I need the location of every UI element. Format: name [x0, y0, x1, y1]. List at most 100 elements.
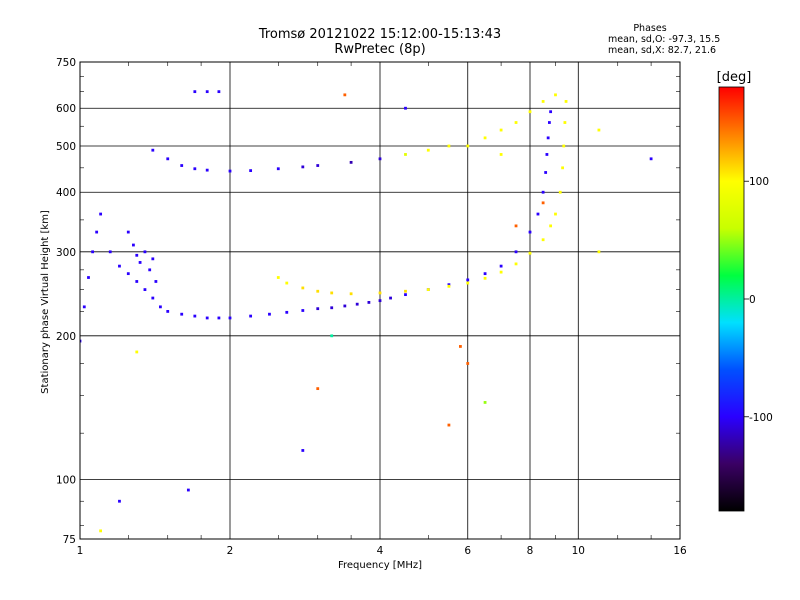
data-point	[499, 270, 503, 274]
data-points	[80, 90, 653, 533]
data-point	[135, 253, 139, 257]
data-point	[499, 128, 503, 132]
x-tick-label: 16	[673, 545, 687, 557]
data-point	[483, 401, 487, 404]
data-point	[87, 276, 90, 279]
y-tick-label: 75	[63, 534, 76, 546]
data-point	[268, 312, 271, 316]
y-tick-labels: 75 100 200 300 400 500 600 750	[56, 57, 76, 546]
data-point	[459, 345, 462, 348]
data-point	[349, 160, 353, 164]
data-point	[561, 166, 564, 170]
data-point	[483, 136, 487, 140]
data-point	[301, 286, 305, 290]
x-tick-label: 2	[227, 545, 234, 557]
data-point	[343, 304, 347, 308]
x-tick-label: 10	[572, 545, 585, 557]
data-point	[80, 339, 82, 343]
data-point	[528, 230, 532, 234]
data-point	[466, 278, 470, 282]
data-point	[301, 165, 305, 169]
data-point	[99, 212, 103, 216]
data-point	[135, 350, 139, 354]
data-point	[558, 190, 562, 194]
data-point	[541, 238, 545, 242]
chart-title: Tromsø 20121022 15:12:00-15:13:43	[258, 27, 501, 42]
data-point	[193, 167, 197, 171]
colorbar: [deg] 100 0 -100	[717, 70, 773, 512]
data-point	[301, 309, 305, 312]
data-point	[514, 121, 518, 124]
data-point	[301, 449, 305, 452]
data-point	[466, 144, 470, 148]
data-point	[541, 201, 545, 205]
data-point	[514, 224, 518, 228]
colorbar-label: [deg]	[717, 70, 752, 85]
data-point	[180, 164, 184, 167]
data-point	[447, 284, 451, 288]
data-point	[276, 276, 280, 279]
data-point	[99, 529, 103, 533]
data-point	[514, 262, 518, 266]
x-axis-label: Frequency [MHz]	[338, 560, 422, 571]
data-point	[166, 157, 170, 161]
data-point	[138, 261, 142, 264]
data-point	[499, 153, 503, 156]
data-point	[546, 136, 550, 140]
y-tick-label: 200	[56, 331, 76, 343]
data-point	[118, 499, 121, 503]
data-point	[135, 280, 139, 283]
data-point	[563, 121, 567, 124]
data-point	[205, 168, 209, 172]
stats-title: Phases	[633, 23, 666, 34]
data-point	[378, 291, 382, 295]
stats-line-o: mean, sd,O: -97.3, 15.5	[608, 34, 720, 45]
data-point	[151, 148, 155, 152]
data-point	[151, 257, 155, 261]
data-point	[541, 190, 545, 194]
data-point	[404, 153, 407, 156]
data-point	[180, 312, 184, 316]
data-point	[118, 264, 121, 268]
x-tick-label: 1	[77, 545, 84, 557]
data-point	[562, 144, 566, 148]
data-point	[193, 90, 197, 94]
data-point	[349, 292, 353, 296]
data-point	[549, 224, 553, 228]
y-tick-label: 400	[56, 187, 76, 199]
data-point	[330, 306, 334, 310]
data-point	[154, 280, 158, 283]
data-point	[649, 157, 653, 161]
data-point	[541, 100, 545, 103]
y-tick-label: 300	[56, 247, 76, 259]
data-point	[330, 291, 334, 295]
data-point	[205, 90, 209, 94]
data-point	[205, 316, 209, 320]
data-point	[544, 171, 548, 174]
grid	[80, 62, 680, 539]
data-point	[91, 250, 95, 254]
data-point	[355, 302, 359, 306]
data-point	[82, 305, 86, 309]
x-tick-labels: 1 2 4 6 8 10 16	[77, 545, 687, 557]
data-point	[528, 110, 532, 114]
data-point	[564, 100, 568, 103]
data-point	[249, 314, 253, 318]
colorbar-ticks: 100 0 -100	[744, 176, 773, 424]
plot-area	[79, 61, 681, 540]
x-tick-label: 4	[377, 545, 384, 557]
data-point	[126, 230, 130, 234]
data-point	[108, 250, 112, 254]
y-tick-label: 100	[56, 474, 76, 486]
y-tick-label: 600	[56, 103, 76, 115]
data-point	[404, 289, 407, 293]
data-point	[143, 250, 147, 254]
data-point	[447, 423, 451, 427]
data-point	[126, 272, 130, 276]
data-point	[316, 164, 320, 167]
data-point	[528, 251, 532, 255]
x-tick-label: 8	[527, 545, 534, 557]
colorbar-tick-label: -100	[749, 412, 773, 424]
data-point	[343, 93, 347, 97]
